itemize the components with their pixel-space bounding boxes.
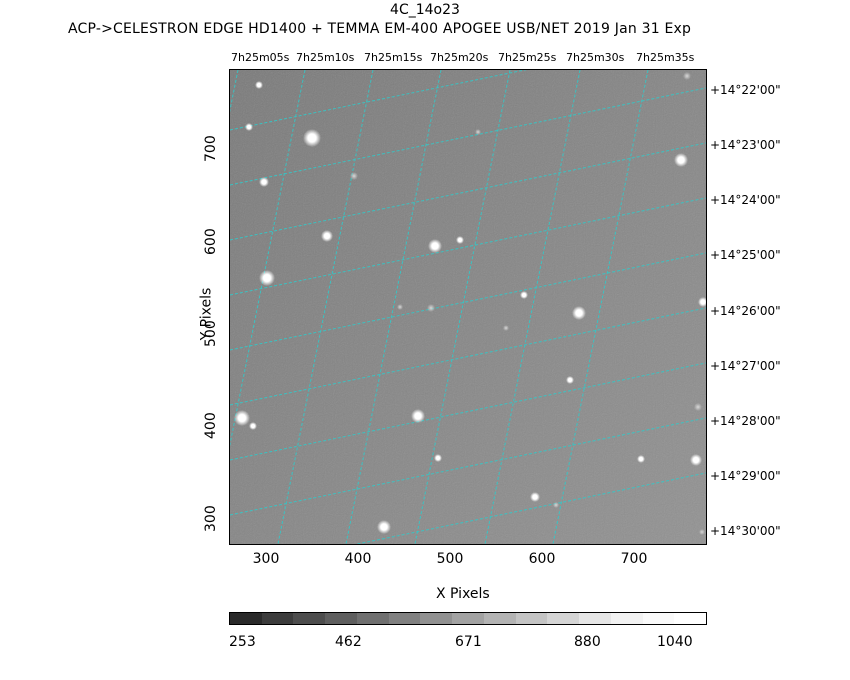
star: [259, 270, 275, 286]
star: [475, 129, 481, 135]
dec-label: +14°29'00": [710, 469, 781, 483]
x-tick-label: 600: [528, 551, 556, 567]
star: [637, 455, 645, 463]
ra-grid-line: [345, 70, 442, 544]
dec-label: +14°30'00": [710, 524, 781, 538]
y-tick-label: 300: [203, 505, 219, 532]
star: [530, 492, 540, 502]
x-tick-label: 300: [252, 551, 280, 567]
ra-grid-line: [277, 70, 374, 544]
star: [377, 520, 391, 534]
dec-label: +14°26'00": [710, 304, 781, 318]
dec-grid-line: [230, 362, 706, 461]
star: [503, 325, 509, 331]
ra-grid-line: [552, 70, 649, 544]
x-tick-label: 500: [436, 551, 464, 567]
star: [683, 72, 691, 80]
star: [303, 129, 321, 147]
ra-label: 7h25m20s: [430, 51, 489, 64]
y-tick-label: 500: [203, 320, 219, 347]
colorbar-label: 253: [229, 634, 256, 650]
ra-label: 7h25m15s: [364, 51, 423, 64]
ra-label: 7h25m25s: [498, 51, 557, 64]
ra-label: 7h25m35s: [636, 51, 695, 64]
y-tick-label: 600: [203, 228, 219, 255]
colorbar: [229, 612, 707, 625]
ra-grid-line: [414, 70, 511, 544]
dec-grid-line: [230, 142, 706, 241]
sky-image-svg: [230, 70, 706, 544]
star: [674, 153, 688, 167]
ra-label: 7h25m05s: [231, 51, 290, 64]
x-tick-label: 700: [620, 551, 648, 567]
sky-image: [229, 69, 707, 545]
star: [255, 81, 263, 89]
dec-label: +14°25'00": [710, 248, 781, 262]
star: [249, 422, 257, 430]
star: [566, 376, 574, 384]
dec-label: +14°24'00": [710, 193, 781, 207]
star: [427, 304, 435, 312]
dec-label: +14°28'00": [710, 414, 781, 428]
star: [411, 409, 425, 423]
dec-grid-line: [230, 307, 706, 406]
ra-label: 7h25m30s: [566, 51, 625, 64]
dec-grid-line: [230, 70, 527, 131]
dec-grid-line: [230, 252, 706, 351]
star: [699, 529, 705, 535]
y-tick-label: 700: [203, 135, 219, 162]
x-axis-label: X Pixels: [436, 586, 490, 602]
dec-grid-line: [230, 87, 706, 186]
dec-grid-line: [230, 417, 706, 516]
star: [690, 454, 702, 466]
y-tick-label: 400: [203, 412, 219, 439]
star: [234, 410, 250, 426]
star: [553, 502, 559, 508]
colorbar-label: 462: [335, 634, 362, 650]
star: [245, 123, 253, 131]
star: [520, 291, 528, 299]
star: [321, 230, 333, 242]
dec-label: +14°22'00": [710, 83, 781, 97]
star: [434, 454, 442, 462]
star: [456, 236, 464, 244]
image-title: 4C_14o23: [390, 2, 460, 18]
dec-label: +14°27'00": [710, 359, 781, 373]
ra-label: 7h25m10s: [296, 51, 355, 64]
star: [350, 172, 358, 180]
ra-grid-line: [484, 70, 581, 544]
stars: [234, 72, 706, 535]
dec-grid-line: [230, 197, 706, 296]
colorbar-label: 880: [574, 634, 601, 650]
star: [428, 239, 442, 253]
star: [694, 403, 702, 411]
ra-grid-line: [230, 70, 306, 447]
image-subtitle: ACP->CELESTRON EDGE HD1400 + TEMMA EM-40…: [68, 21, 692, 37]
star: [572, 306, 586, 320]
star: [259, 177, 269, 187]
x-tick-label: 400: [344, 551, 372, 567]
dec-label: +14°23'00": [710, 138, 781, 152]
colorbar-label: 1040: [657, 634, 693, 650]
star: [397, 304, 403, 310]
colorbar-label: 671: [455, 634, 482, 650]
star: [698, 297, 706, 307]
dec-grid-line: [355, 472, 706, 544]
